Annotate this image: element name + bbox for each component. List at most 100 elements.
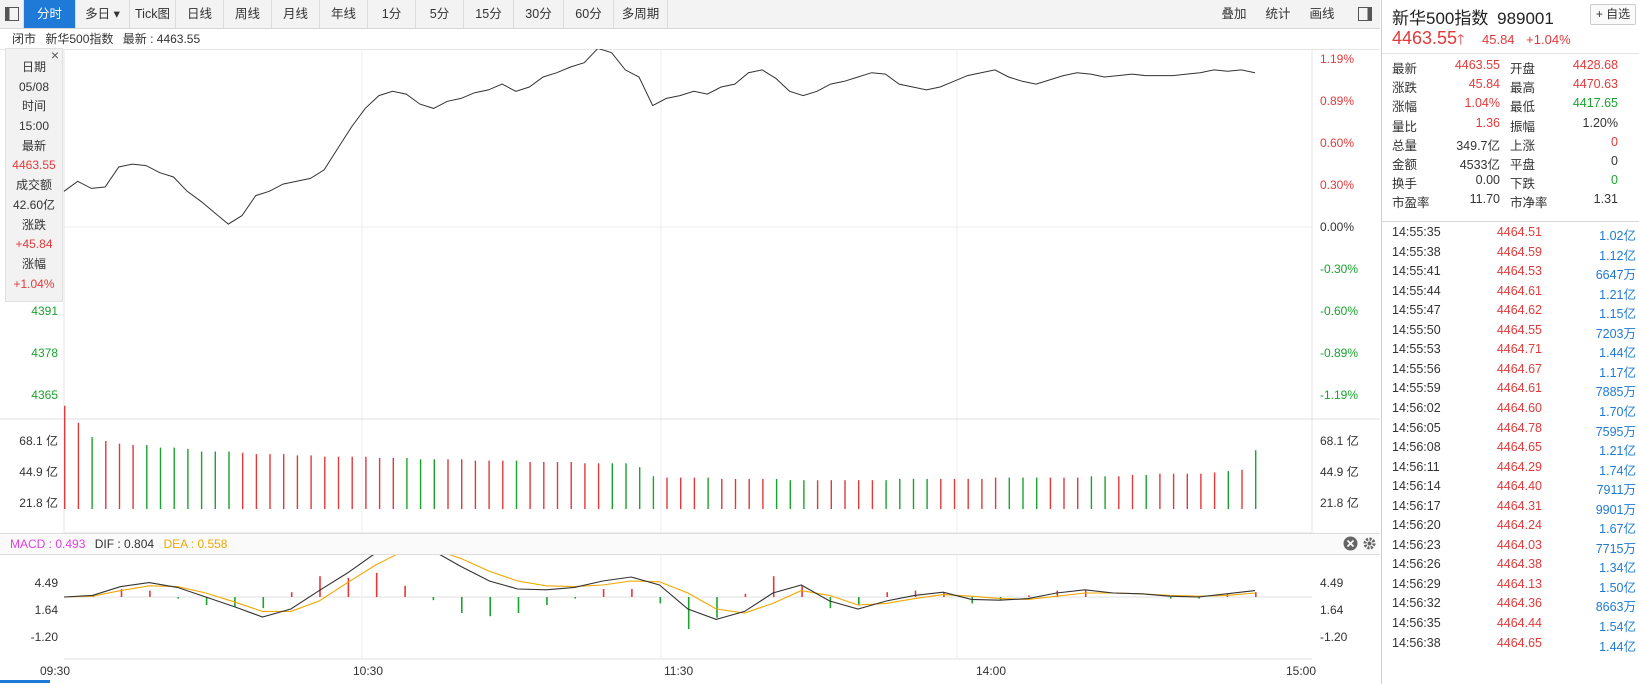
tick-price: 4464.13 (1496, 576, 1542, 591)
macd-bar (205, 597, 208, 605)
quote-value: 0 (1611, 134, 1618, 149)
volume-axis-tick: 68.1 亿 (19, 434, 58, 448)
tab-30min[interactable]: 30分 (514, 0, 564, 28)
tab-5min[interactable]: 5分 (416, 0, 464, 28)
volume-bar (392, 458, 394, 509)
macd-bar (290, 592, 293, 597)
volume-bar (1118, 476, 1120, 509)
tick-time: 14:56:11 (1392, 459, 1440, 474)
tab-daily[interactable]: 日线 (176, 0, 224, 28)
time-axis-tick: 11:30 (664, 664, 694, 678)
tick-time: 14:56:20 (1392, 518, 1441, 533)
scroll-indicator[interactable] (0, 680, 50, 683)
tick-price: 4464.38 (1496, 557, 1542, 572)
tick-time: 14:55:35 (1392, 225, 1441, 239)
dea-value: DEA : 0.558 (163, 537, 228, 551)
macd-bar (347, 577, 350, 597)
price-axis-left-tick: 4391 (31, 304, 58, 318)
tick-amount: 1.70亿 (1599, 404, 1636, 419)
volume-bar (433, 459, 435, 509)
add-watchlist-button[interactable]: + 自选 (1590, 4, 1636, 25)
quote-label: 最高 (1510, 81, 1536, 96)
pct-axis-tick: -0.89% (1320, 346, 1359, 360)
tick-time: 14:56:26 (1392, 557, 1441, 572)
quote-value: 1.31 (1593, 192, 1618, 207)
volume-bar (1077, 477, 1079, 509)
tab-multi-day[interactable]: 多日 ▾ (76, 0, 130, 28)
volume-bar (296, 455, 299, 509)
tick-price: 4464.53 (1496, 264, 1542, 279)
panel-toggle-icon[interactable] (1352, 0, 1378, 28)
price-axis-left-tick: 4378 (31, 346, 58, 360)
market-state: 闭市 (12, 32, 37, 46)
pct-axis-tick: -0.60% (1320, 304, 1359, 318)
macd-bar (716, 597, 718, 618)
dif-value: DIF : 0.804 (94, 537, 155, 551)
volume-bar (502, 460, 504, 509)
tab-intraday[interactable]: 分时 (24, 0, 76, 28)
intraday-chart[interactable] (0, 49, 1380, 684)
tick-time: 14:56:05 (1392, 420, 1441, 435)
macd-bar (801, 585, 803, 597)
tooltip-value: +1.04% (13, 276, 55, 291)
volume-bar (584, 463, 586, 509)
volume-bar (1159, 473, 1161, 509)
tooltip-label: 最新 (21, 138, 46, 153)
macd-bar (120, 589, 123, 597)
tab-monthly[interactable]: 月线 (272, 0, 320, 28)
tooltip-label: 日期 (21, 60, 46, 74)
tick-price: 4464.62 (1496, 303, 1542, 318)
volume-bar (1213, 472, 1216, 509)
tab-tick[interactable]: Tick图 (130, 0, 176, 28)
tick-amount: 1.54亿 (1599, 620, 1636, 634)
volume-bar (926, 478, 928, 509)
tick-amount: 7595万 (1595, 424, 1636, 439)
quote-value: 1.36 (1475, 115, 1500, 130)
tooltip-value: 4463.55 (12, 158, 56, 173)
tooltip-value: +45.84 (15, 237, 53, 252)
close-icon[interactable]: × (50, 47, 59, 63)
volume-axis-tick: 44.9 亿 (19, 465, 58, 479)
volume-bar (447, 459, 449, 509)
tick-price: 4464.03 (1496, 537, 1542, 552)
macd-bar (1198, 597, 1200, 599)
pct-axis-tick: 0.00% (1320, 220, 1355, 234)
tab-multi-period[interactable]: 多周期 (614, 0, 668, 28)
volume-bar (132, 445, 134, 509)
tab-yearly[interactable]: 年线 (320, 0, 368, 28)
volume-bar (666, 477, 668, 509)
volume-bar (734, 478, 737, 509)
sidebar-toggle-icon[interactable] (0, 0, 24, 28)
tick-amount: 1.21亿 (1599, 287, 1636, 302)
macd-bar (1255, 592, 1257, 597)
macd-bar (1028, 595, 1030, 597)
tab-60min[interactable]: 60分 (564, 0, 614, 28)
tick-time: 14:55:47 (1392, 303, 1441, 318)
quote-value: 1.20% (1582, 115, 1618, 130)
volume-bar (1255, 450, 1257, 509)
tick-time: 14:56:38 (1392, 635, 1441, 650)
stats-button[interactable]: 统计 (1265, 7, 1291, 21)
tick-price: 4464.61 (1496, 283, 1542, 298)
quote-label: 振幅 (1510, 119, 1536, 134)
gear-icon[interactable] (1362, 536, 1377, 557)
draw-line-button[interactable]: 画线 (1309, 7, 1335, 21)
macd-bar (489, 597, 491, 617)
tick-amount: 1.12亿 (1599, 248, 1636, 263)
macd-bar (319, 576, 321, 597)
tab-1min[interactable]: 1分 (368, 0, 416, 28)
quote-label: 涨跌 (1392, 81, 1418, 96)
close-circle-icon[interactable] (1343, 536, 1358, 557)
quote-panel: 新华500指数 989001 + 自选 4463.55🡑 45.84 +1.04… (1381, 0, 1639, 684)
crosshair-tooltip: × 日期 05/08 时间 15:00 最新 4463.55 成交额 42.60… (5, 47, 63, 302)
quote-label: 最低 (1510, 100, 1536, 115)
volume-bar (707, 477, 709, 509)
volume-bar (351, 456, 353, 509)
tab-15min[interactable]: 15分 (464, 0, 514, 28)
pct-axis-tick: 0.89% (1320, 94, 1355, 108)
quote-label: 市盈率 (1392, 196, 1430, 211)
volume-bar (105, 441, 107, 509)
overlay-button[interactable]: 叠加 (1221, 7, 1247, 21)
tab-weekly[interactable]: 周线 (224, 0, 272, 28)
volume-bar (77, 422, 80, 509)
